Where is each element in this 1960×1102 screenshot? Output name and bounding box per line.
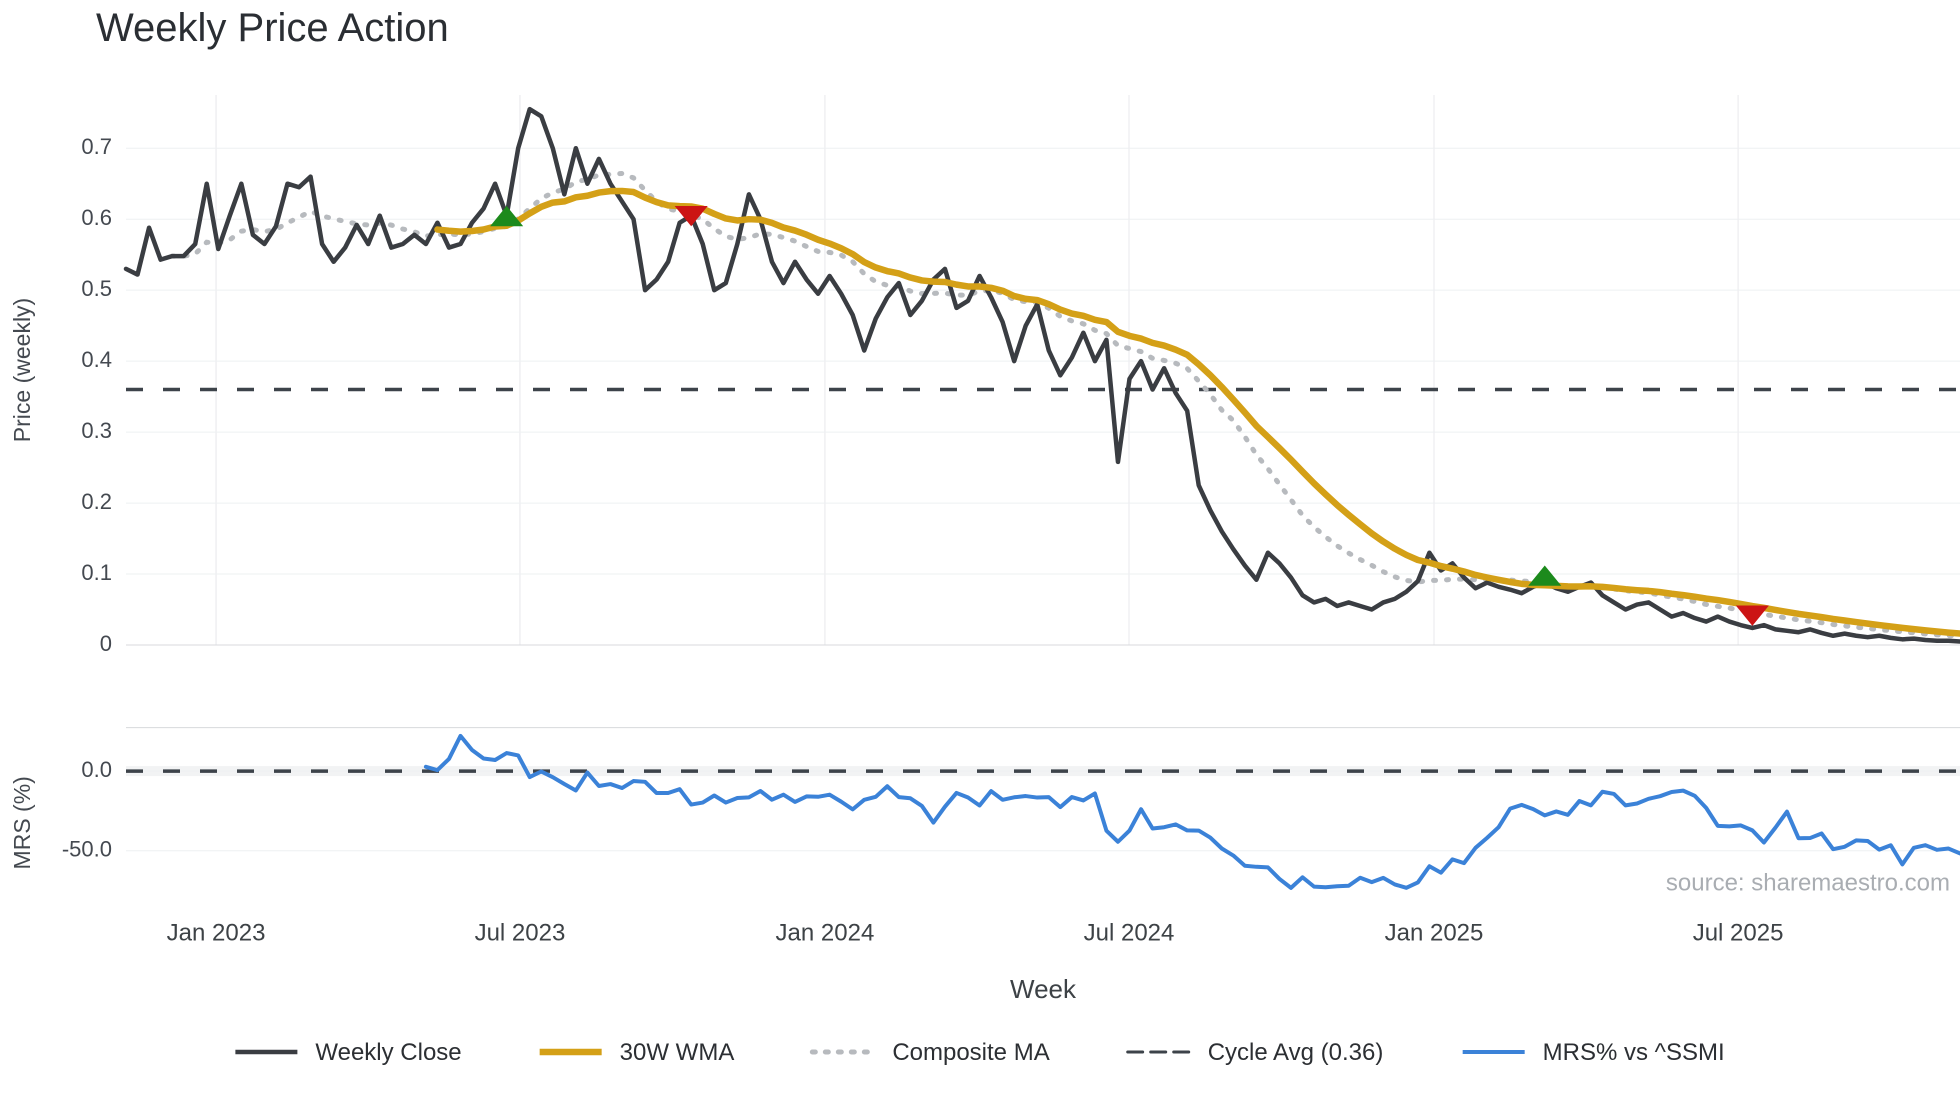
svg-text:MRS (%): MRS (%) bbox=[9, 776, 35, 869]
svg-text:30W WMA: 30W WMA bbox=[620, 1039, 735, 1066]
svg-text:Jan 2025: Jan 2025 bbox=[1385, 920, 1484, 947]
svg-text:0.2: 0.2 bbox=[81, 489, 112, 514]
svg-text:Cycle Avg (0.36): Cycle Avg (0.36) bbox=[1208, 1039, 1384, 1066]
svg-text:Jan 2024: Jan 2024 bbox=[776, 920, 875, 947]
svg-text:0.4: 0.4 bbox=[81, 347, 112, 372]
svg-text:Weekly Close: Weekly Close bbox=[315, 1039, 461, 1066]
svg-text:Jan 2023: Jan 2023 bbox=[167, 920, 266, 947]
svg-text:MRS% vs ^SSMI: MRS% vs ^SSMI bbox=[1543, 1039, 1725, 1066]
svg-text:Week: Week bbox=[1010, 974, 1077, 1004]
svg-text:-50.0: -50.0 bbox=[62, 837, 112, 862]
svg-text:0.1: 0.1 bbox=[81, 560, 112, 585]
svg-text:0: 0 bbox=[100, 631, 112, 656]
svg-text:0.3: 0.3 bbox=[81, 418, 112, 443]
svg-text:0.0: 0.0 bbox=[81, 757, 112, 782]
svg-text:0.7: 0.7 bbox=[81, 134, 112, 159]
svg-text:0.5: 0.5 bbox=[81, 276, 112, 301]
svg-text:Jul 2024: Jul 2024 bbox=[1084, 920, 1175, 947]
svg-text:Jul 2025: Jul 2025 bbox=[1693, 920, 1784, 947]
svg-text:source: sharemaestro.com: source: sharemaestro.com bbox=[1666, 869, 1950, 896]
svg-text:0.6: 0.6 bbox=[81, 205, 112, 230]
svg-text:Composite MA: Composite MA bbox=[892, 1039, 1049, 1066]
svg-text:Price (weekly): Price (weekly) bbox=[9, 298, 35, 442]
svg-text:Jul 2023: Jul 2023 bbox=[475, 920, 566, 947]
